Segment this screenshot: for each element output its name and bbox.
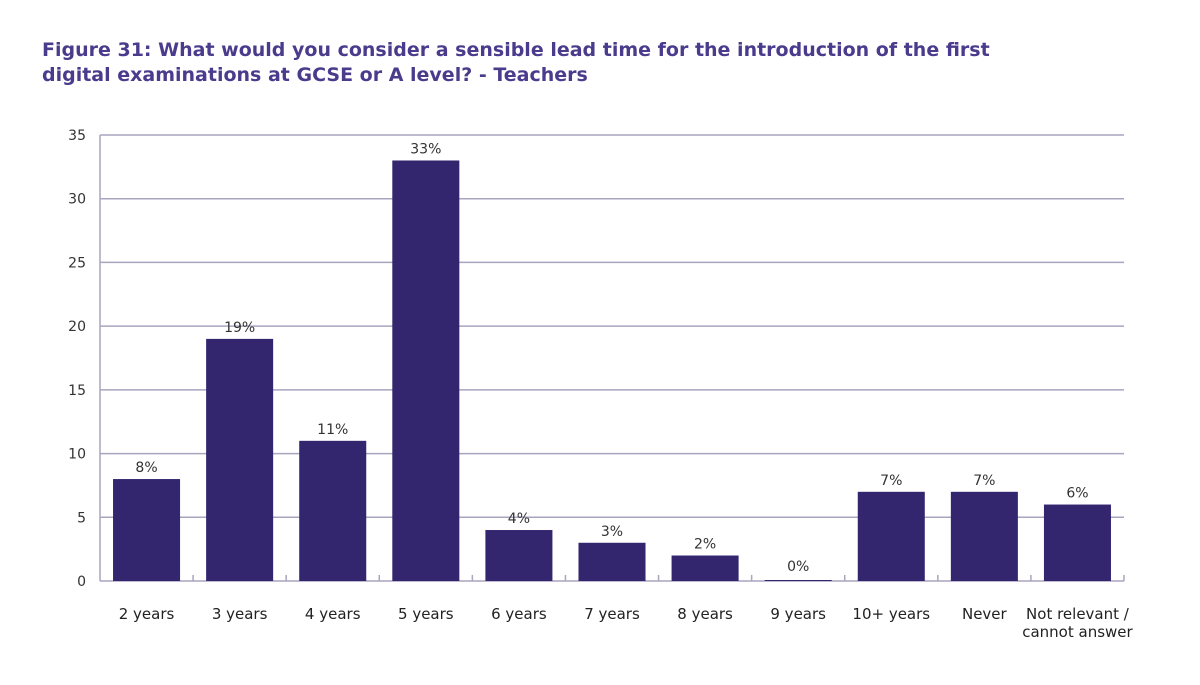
data-label: 2% (694, 537, 716, 553)
y-tick-label: 5 (77, 510, 86, 526)
category-label: 4 years (305, 605, 361, 623)
y-tick-label: 15 (68, 383, 86, 399)
y-tick-label: 30 (68, 192, 86, 208)
data-label: 7% (973, 473, 995, 489)
category-label: 2 years (119, 605, 175, 623)
data-label: 7% (880, 473, 902, 489)
y-tick-label: 25 (68, 255, 86, 271)
y-tick-label: 10 (68, 447, 86, 463)
category-label: 6 years (491, 605, 547, 623)
bar-3-years (206, 338, 274, 581)
bar-7-years (578, 542, 646, 581)
data-label: 3% (601, 524, 623, 540)
category-label: 5 years (398, 605, 454, 623)
bar-not-relevant-cannot-answer (1043, 504, 1111, 581)
data-label: 0% (787, 559, 809, 575)
y-tick-label: 20 (68, 319, 86, 335)
chart-title: Figure 31: What would you consider a sen… (42, 39, 990, 86)
bar-5-years (392, 160, 460, 581)
data-label: 4% (508, 511, 530, 527)
y-tick-label: 35 (68, 128, 86, 144)
bar-9-years (764, 580, 832, 581)
category-label: 10+ years (852, 605, 930, 623)
bar-never (950, 491, 1018, 581)
data-label: 19% (224, 320, 255, 336)
bar-6-years (485, 530, 553, 581)
category-label: Not relevant / cannot answer (1022, 605, 1133, 641)
category-label: 7 years (584, 605, 640, 623)
bar-8-years (671, 555, 739, 581)
bar-4-years (299, 440, 367, 581)
bar-2-years (113, 479, 181, 581)
category-label: 3 years (212, 605, 268, 623)
data-label: 8% (135, 460, 157, 476)
bar-10-years (857, 491, 925, 581)
category-label: 8 years (677, 605, 733, 623)
category-label: Never (962, 605, 1008, 623)
category-label: 9 years (770, 605, 826, 623)
data-label: 6% (1066, 486, 1088, 502)
data-label: 33% (410, 141, 441, 157)
data-label: 11% (317, 422, 348, 438)
y-tick-label: 0 (77, 574, 86, 590)
